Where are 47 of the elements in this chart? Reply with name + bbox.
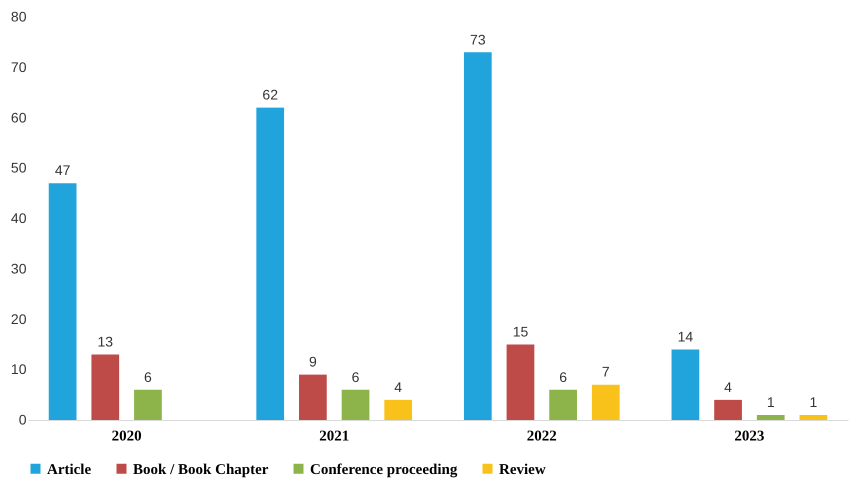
bar [342, 390, 370, 420]
bar [48, 183, 76, 420]
bar [592, 384, 620, 420]
bar [506, 344, 534, 420]
x-tick-label: 2021 [319, 428, 350, 444]
data-label: 73 [470, 31, 486, 48]
bar [256, 108, 284, 420]
data-label: 9 [308, 354, 317, 370]
data-label: 14 [678, 328, 694, 344]
legend-label: Review [499, 462, 546, 478]
bar [91, 354, 120, 420]
data-label: 6 [352, 368, 360, 385]
data-label: 47 [54, 162, 71, 178]
y-tick-label: 60 [10, 109, 27, 126]
data-label: 4 [724, 378, 732, 395]
bar [299, 374, 327, 420]
y-tick-label: 10 [10, 361, 27, 378]
y-tick-label: 80 [10, 8, 27, 24]
bar [384, 400, 412, 420]
y-tick-label: 70 [10, 58, 27, 75]
x-tick-label: 2022 [526, 428, 557, 444]
y-tick-label: 50 [10, 160, 27, 176]
data-label: 1 [766, 394, 775, 410]
data-label: 6 [559, 368, 568, 385]
legend-label: Conference proceeding [310, 462, 458, 478]
data-label: 62 [262, 86, 278, 103]
x-tick-label: 2020 [112, 428, 142, 444]
data-label: 1 [809, 394, 818, 410]
x-tick-label: 2023 [734, 428, 764, 444]
y-tick-label: 20 [10, 310, 27, 327]
data-label: 13 [97, 334, 114, 350]
y-tick-label: 40 [10, 210, 27, 226]
bar [672, 349, 700, 420]
bar [134, 390, 162, 420]
legend-label: Article [47, 462, 92, 478]
bar [800, 414, 828, 420]
data-label: 7 [602, 364, 610, 380]
y-tick-label: 0 [18, 412, 27, 428]
bar [464, 52, 492, 420]
data-label: 4 [394, 378, 402, 395]
bar [714, 400, 742, 420]
legend-label: Book / Book Chapter [133, 462, 269, 478]
data-label: 15 [512, 323, 528, 340]
y-tick-label: 30 [10, 260, 27, 276]
bar [549, 390, 577, 420]
data-label: 6 [144, 368, 152, 385]
bar [756, 414, 785, 420]
